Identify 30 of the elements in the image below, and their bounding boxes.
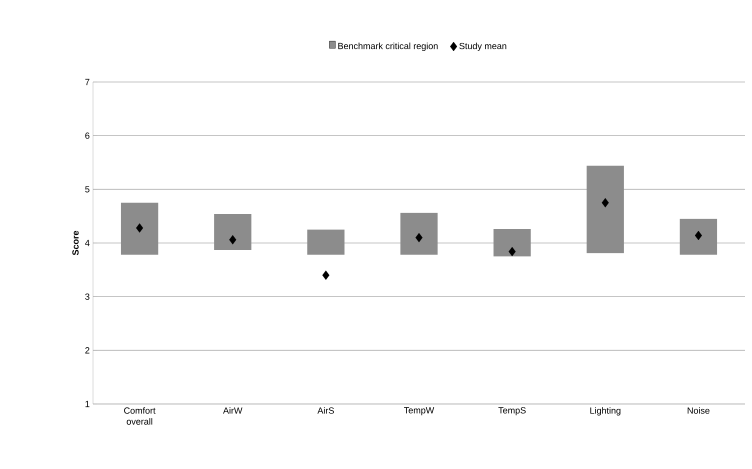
point <box>229 235 236 244</box>
x-tick-label: Noise <box>688 407 710 414</box>
bar <box>494 229 531 256</box>
y-tick-label: 6 <box>85 132 90 139</box>
x-tick-label: Lighting <box>590 407 620 416</box>
y-axis-title: Score <box>72 230 79 256</box>
bar <box>680 218 718 255</box>
bar <box>307 230 344 255</box>
x-tick-label: AirW <box>223 407 242 414</box>
point <box>602 198 609 208</box>
point <box>508 246 516 256</box>
bar <box>214 214 252 250</box>
point <box>415 232 423 242</box>
x-tick-label: TempW <box>404 407 434 416</box>
bar <box>120 202 158 255</box>
y-tick-label: 3 <box>85 293 90 300</box>
x-tick-label: Comfort overall <box>124 407 156 425</box>
legend-label: Benchmark critical region <box>338 42 438 51</box>
x-tick-label: AirS <box>317 407 334 414</box>
legend-label: Study mean <box>459 42 506 51</box>
point <box>322 270 330 280</box>
y-tick-label: 4 <box>85 240 90 246</box>
y-tick-label: 1 <box>86 400 90 408</box>
x-tick-label: TempS <box>498 407 526 416</box>
bar <box>400 212 438 255</box>
y-tick-label: 7 <box>85 78 90 86</box>
y-tick-label: 2 <box>85 347 90 354</box>
point <box>136 223 144 233</box>
bar <box>586 166 624 254</box>
y-tick-label: 5 <box>85 186 90 192</box>
